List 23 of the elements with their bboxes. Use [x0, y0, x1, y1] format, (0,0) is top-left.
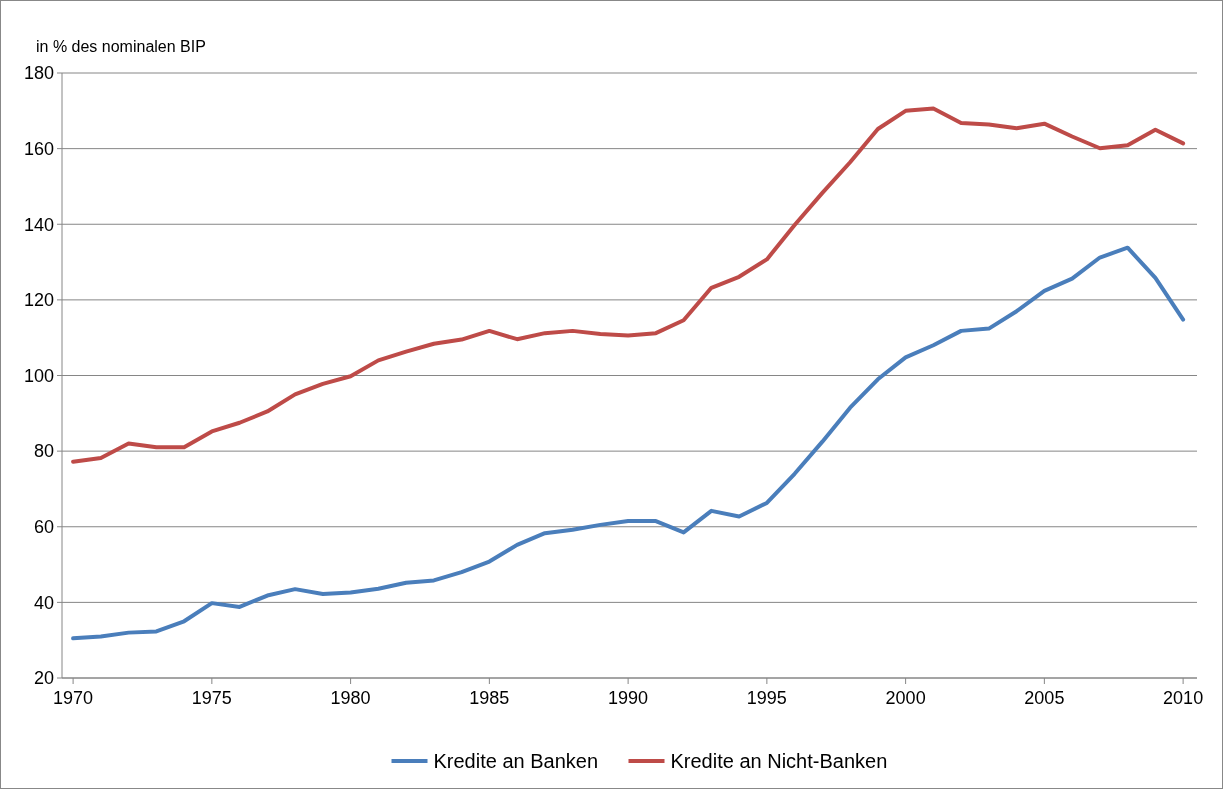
y-tick-label: 80 [33, 441, 54, 462]
y-tick-label: 60 [33, 517, 54, 538]
x-tick-label: 2000 [885, 688, 926, 708]
y-tick-label: 120 [23, 290, 54, 311]
y-axis-title: in % des nominalen BIP [36, 38, 206, 55]
x-tick-label: 1970 [53, 688, 94, 708]
y-tick-label: 180 [23, 63, 54, 84]
y-tick-label: 40 [33, 592, 54, 613]
y-tick-label: 160 [23, 138, 54, 159]
x-tick-label: 1980 [330, 688, 371, 708]
line-series [71, 106, 1186, 464]
x-tick-label: 1975 [191, 688, 232, 708]
legend-label: Kredite an Nicht-Banken [670, 750, 888, 772]
x-tick-label: 1995 [746, 688, 787, 708]
x-tick-label: 2010 [1163, 688, 1204, 708]
y-tick-label: 20 [33, 668, 54, 689]
line-series [71, 245, 1186, 641]
x-tick-label: 1985 [469, 688, 510, 708]
y-tick-label: 100 [23, 365, 54, 386]
legend-label: Kredite an Banken [433, 750, 599, 772]
x-tick-label: 1990 [608, 688, 649, 708]
y-tick-label: 140 [23, 214, 54, 235]
x-tick-label: 2005 [1024, 688, 1065, 708]
